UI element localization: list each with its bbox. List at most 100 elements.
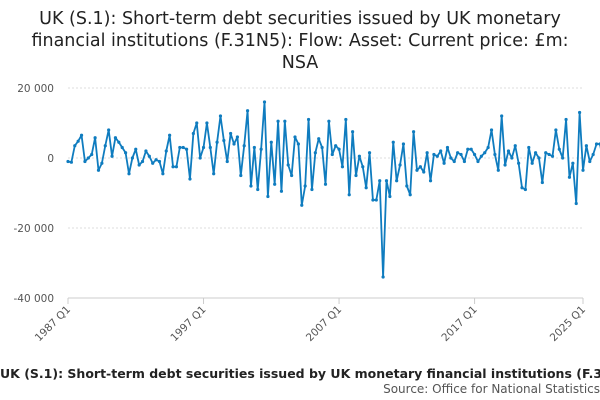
- data-point[interactable]: [594, 142, 599, 146]
- data-point[interactable]: [157, 159, 162, 164]
- data-point[interactable]: [537, 156, 541, 160]
- data-point[interactable]: [540, 180, 544, 185]
- data-point[interactable]: [205, 121, 209, 125]
- data-point[interactable]: [181, 145, 185, 150]
- data-point[interactable]: [225, 159, 229, 164]
- data-point[interactable]: [320, 145, 324, 150]
- data-point[interactable]: [415, 168, 419, 172]
- data-point[interactable]: [120, 145, 124, 150]
- data-point[interactable]: [168, 133, 172, 137]
- data-point[interactable]: [306, 117, 311, 122]
- data-point[interactable]: [130, 156, 134, 160]
- data-point[interactable]: [432, 152, 436, 157]
- data-point[interactable]: [422, 170, 426, 174]
- data-point[interactable]: [147, 154, 151, 158]
- data-point[interactable]: [313, 151, 317, 155]
- data-point[interactable]: [300, 203, 304, 207]
- data-point[interactable]: [103, 144, 107, 148]
- data-point[interactable]: [391, 140, 395, 144]
- data-point[interactable]: [83, 159, 87, 164]
- data-point[interactable]: [479, 154, 483, 158]
- data-point[interactable]: [286, 163, 290, 167]
- data-point[interactable]: [578, 110, 582, 115]
- data-point[interactable]: [452, 159, 456, 164]
- data-point[interactable]: [418, 165, 422, 169]
- data-point[interactable]: [239, 173, 243, 178]
- data-point[interactable]: [174, 165, 179, 169]
- data-point[interactable]: [66, 159, 70, 164]
- data-point[interactable]: [530, 161, 534, 165]
- data-point[interactable]: [107, 128, 111, 132]
- data-point[interactable]: [188, 177, 192, 181]
- data-point[interactable]: [486, 145, 490, 150]
- data-point[interactable]: [513, 144, 517, 148]
- data-point[interactable]: [571, 161, 575, 165]
- data-point[interactable]: [76, 139, 80, 143]
- data-point[interactable]: [462, 159, 467, 164]
- data-point[interactable]: [401, 142, 406, 146]
- data-point[interactable]: [469, 147, 473, 151]
- data-point[interactable]: [259, 147, 263, 151]
- data-point[interactable]: [195, 121, 199, 125]
- data-point[interactable]: [266, 194, 270, 199]
- data-point[interactable]: [100, 161, 104, 165]
- data-point[interactable]: [273, 182, 277, 186]
- data-point[interactable]: [154, 158, 158, 162]
- data-point[interactable]: [232, 142, 236, 146]
- data-point[interactable]: [449, 156, 453, 160]
- data-point[interactable]: [256, 187, 260, 192]
- data-point[interactable]: [184, 147, 189, 151]
- data-point[interactable]: [201, 145, 206, 150]
- data-point[interactable]: [151, 161, 155, 165]
- data-point[interactable]: [533, 151, 538, 155]
- data-point[interactable]: [398, 163, 402, 167]
- data-point[interactable]: [283, 119, 287, 123]
- data-point[interactable]: [93, 136, 97, 140]
- data-point[interactable]: [442, 161, 446, 165]
- data-point[interactable]: [381, 275, 385, 279]
- data-point[interactable]: [269, 140, 273, 144]
- data-point[interactable]: [554, 128, 558, 132]
- data-point[interactable]: [435, 154, 439, 158]
- data-point[interactable]: [134, 147, 138, 151]
- data-point[interactable]: [242, 144, 246, 148]
- data-point[interactable]: [351, 130, 355, 134]
- data-point[interactable]: [178, 145, 182, 150]
- data-point[interactable]: [276, 119, 280, 123]
- data-point[interactable]: [567, 175, 572, 179]
- data-point[interactable]: [327, 119, 331, 123]
- data-point[interactable]: [395, 179, 399, 183]
- data-point[interactable]: [293, 135, 297, 139]
- data-point[interactable]: [459, 152, 463, 157]
- legend-label[interactable]: UK (S.1): Short-term debt securities iss…: [0, 366, 600, 381]
- data-point[interactable]: [79, 133, 84, 137]
- data-point[interactable]: [229, 131, 233, 136]
- data-point[interactable]: [86, 156, 90, 160]
- data-point[interactable]: [330, 152, 334, 157]
- data-point[interactable]: [374, 198, 378, 202]
- data-point[interactable]: [588, 159, 592, 164]
- data-point[interactable]: [506, 149, 511, 153]
- data-point[interactable]: [500, 114, 504, 118]
- data-point[interactable]: [520, 186, 524, 190]
- data-point[interactable]: [279, 189, 284, 193]
- data-point[interactable]: [235, 135, 240, 139]
- data-point[interactable]: [561, 156, 565, 160]
- data-point[interactable]: [581, 168, 585, 172]
- data-point[interactable]: [208, 145, 212, 150]
- data-point[interactable]: [212, 172, 216, 176]
- data-point[interactable]: [411, 130, 416, 134]
- data-point[interactable]: [361, 165, 365, 169]
- data-point[interactable]: [290, 173, 294, 178]
- data-point[interactable]: [466, 147, 470, 151]
- data-point[interactable]: [96, 168, 101, 172]
- data-point[interactable]: [371, 198, 375, 202]
- data-point[interactable]: [337, 147, 341, 151]
- data-point[interactable]: [90, 152, 94, 157]
- data-point[interactable]: [222, 138, 226, 143]
- data-point[interactable]: [574, 201, 578, 206]
- data-point[interactable]: [584, 144, 588, 148]
- data-point[interactable]: [171, 165, 175, 169]
- data-point[interactable]: [445, 145, 450, 150]
- data-point[interactable]: [73, 144, 77, 148]
